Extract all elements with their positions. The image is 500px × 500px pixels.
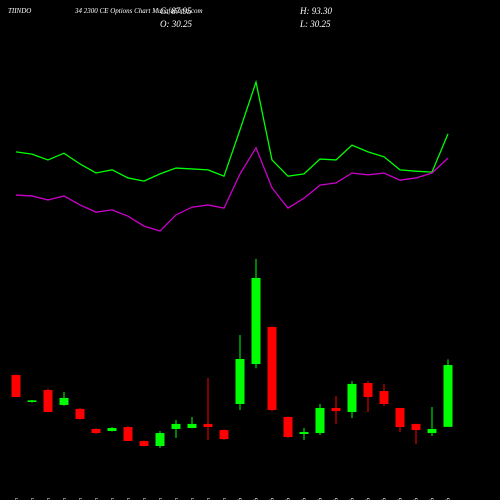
candle-body xyxy=(123,427,133,441)
x-tick-label: 01 Feb xyxy=(238,498,244,500)
low-label: L: 30.25 xyxy=(299,19,331,29)
close-label: C: 87.95 xyxy=(160,6,192,16)
candle-body xyxy=(27,400,37,402)
x-tick-label: 12 Feb xyxy=(366,498,372,500)
candle-body xyxy=(251,278,261,365)
candle-body xyxy=(171,423,181,429)
x-tick-label: 27 Jan xyxy=(158,498,164,500)
x-tick-label: 08 Jan xyxy=(30,498,36,500)
candle-body xyxy=(443,365,453,427)
x-tick-label: 21 Jan xyxy=(94,498,100,500)
candle-body xyxy=(59,398,69,405)
x-tick-label: 17 Jan xyxy=(62,498,68,500)
candle-body xyxy=(283,416,293,437)
x-tick-label: 31 Jan xyxy=(222,498,228,500)
candle-body xyxy=(91,428,101,434)
candle-body xyxy=(139,441,149,446)
x-tick-label: 30 Jan xyxy=(206,498,212,500)
candle-body xyxy=(43,389,53,413)
candle-body xyxy=(107,428,117,431)
x-tick-label: 07 Feb xyxy=(318,498,324,500)
candle-body xyxy=(363,383,373,398)
candle-body xyxy=(411,423,421,431)
candle-body xyxy=(75,408,85,419)
candle-body xyxy=(331,407,341,412)
x-tick-label: 24 Jan xyxy=(141,498,148,500)
candle-body xyxy=(203,423,213,428)
candle-body xyxy=(187,423,197,428)
indicator-line xyxy=(15,79,449,182)
candle-body xyxy=(379,391,389,404)
x-tick-label: 06 Feb xyxy=(302,498,308,500)
x-tick-label: 16 Jan xyxy=(46,498,52,500)
x-tick-label: 03 Feb xyxy=(254,498,260,500)
high-label: H: 93.30 xyxy=(299,6,332,16)
candle-body xyxy=(299,431,309,434)
x-tick-label: 20 Jan xyxy=(78,498,84,500)
candle-body xyxy=(315,407,325,434)
x-tick-label: 17 Feb xyxy=(414,498,420,500)
indicator-line xyxy=(15,146,449,232)
x-tick-label: 10 Feb xyxy=(334,498,340,500)
x-tick-label: 11 Feb xyxy=(350,498,356,500)
x-tick-label: 18 Feb xyxy=(430,498,436,500)
candle-body xyxy=(219,430,229,440)
x-tick-label: 07 Jan xyxy=(14,498,20,500)
candle-body xyxy=(395,407,405,428)
chart-title: 34 2300 CE Options Chart MunafaSutra.com xyxy=(74,7,203,15)
candle-body xyxy=(427,428,437,434)
open-label: O: 30.25 xyxy=(160,19,192,29)
x-tick-label: 20 Feb xyxy=(446,498,452,500)
x-tick-label: 22 Jan xyxy=(110,498,116,500)
candle-body xyxy=(155,433,165,446)
symbol: TIINDO xyxy=(8,7,31,15)
x-tick-label: 28 Jan xyxy=(174,498,180,500)
candle-body xyxy=(235,359,245,404)
candle-body xyxy=(347,383,357,413)
x-tick-label: 14 Feb xyxy=(397,498,404,500)
x-tick-label: 04 Feb xyxy=(269,498,276,500)
x-tick-label: 13 Feb xyxy=(382,498,388,500)
x-tick-label: 23 Jan xyxy=(126,498,132,500)
candle-body xyxy=(267,326,277,410)
x-tick-label: 05 Feb xyxy=(286,498,292,500)
x-tick-label: 29 Jan xyxy=(190,498,196,500)
candle-body xyxy=(11,374,21,398)
